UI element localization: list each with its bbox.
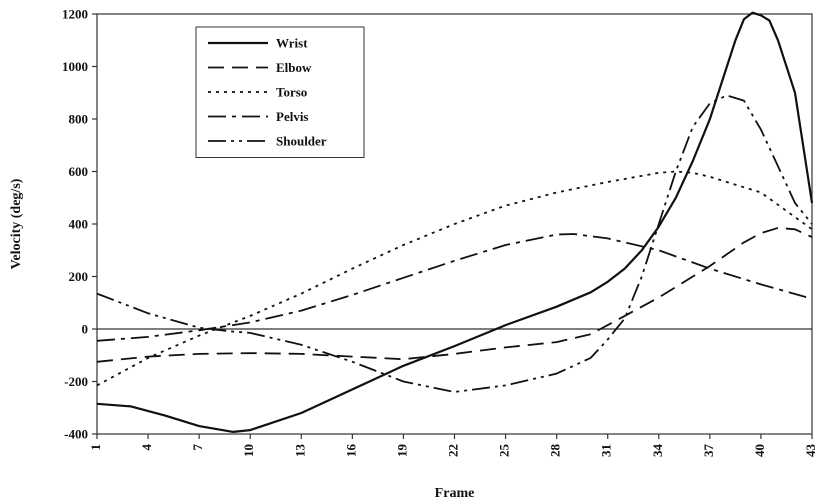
chart-axes: -400 -200 0 200 400 600 800 1000 1200 1 4 7 10 13 16 19… (62, 7, 818, 458)
x-tick-label: 28 (548, 444, 563, 458)
x-tick-label: 40 (752, 444, 767, 457)
y-tick-label: 400 (69, 217, 89, 232)
y-tick-label: 1200 (62, 7, 88, 22)
legend-label-shoulder: Shoulder (276, 134, 327, 149)
x-tick-label: 25 (497, 443, 512, 457)
legend-label-pelvis: Pelvis (276, 109, 309, 124)
x-tick-label: 34 (650, 444, 665, 458)
y-tick-label: 200 (69, 269, 89, 284)
y-tick-label: 1000 (62, 59, 88, 74)
y-tick-label: 0 (82, 322, 89, 337)
series-line-shoulder (96, 94, 813, 393)
x-tick-label: 13 (292, 444, 307, 458)
legend-label-torso: Torso (276, 85, 307, 100)
x-tick-label: 31 (599, 444, 614, 457)
chart-series (96, 11, 814, 433)
x-tick-label: 10 (241, 444, 256, 457)
legend-label-wrist: Wrist (276, 36, 308, 51)
x-tick-label: 1 (88, 444, 103, 451)
y-tick-label: 600 (69, 164, 89, 179)
x-tick-label: 7 (190, 444, 205, 451)
legend-label-elbow: Elbow (276, 60, 312, 75)
x-tick-label: 16 (343, 444, 358, 458)
y-axis-title: Velocity (deg/s) (9, 178, 24, 269)
x-tick-label: 22 (445, 444, 460, 457)
x-axis-title: Frame (435, 486, 475, 501)
y-tick-label: 800 (69, 112, 89, 127)
x-tick-label: 19 (394, 444, 409, 458)
legend: Wrist Elbow Torso Pelvis Shoulder (195, 26, 365, 158)
series-line-pelvis (96, 233, 813, 342)
x-tick-label: 43 (803, 444, 818, 458)
series-line-wrist (96, 11, 814, 433)
x-tick-label: 37 (701, 444, 716, 458)
y-tick-label: -400 (64, 427, 88, 442)
x-tick-label: 4 (139, 444, 154, 451)
y-tick-label: -200 (64, 374, 88, 389)
